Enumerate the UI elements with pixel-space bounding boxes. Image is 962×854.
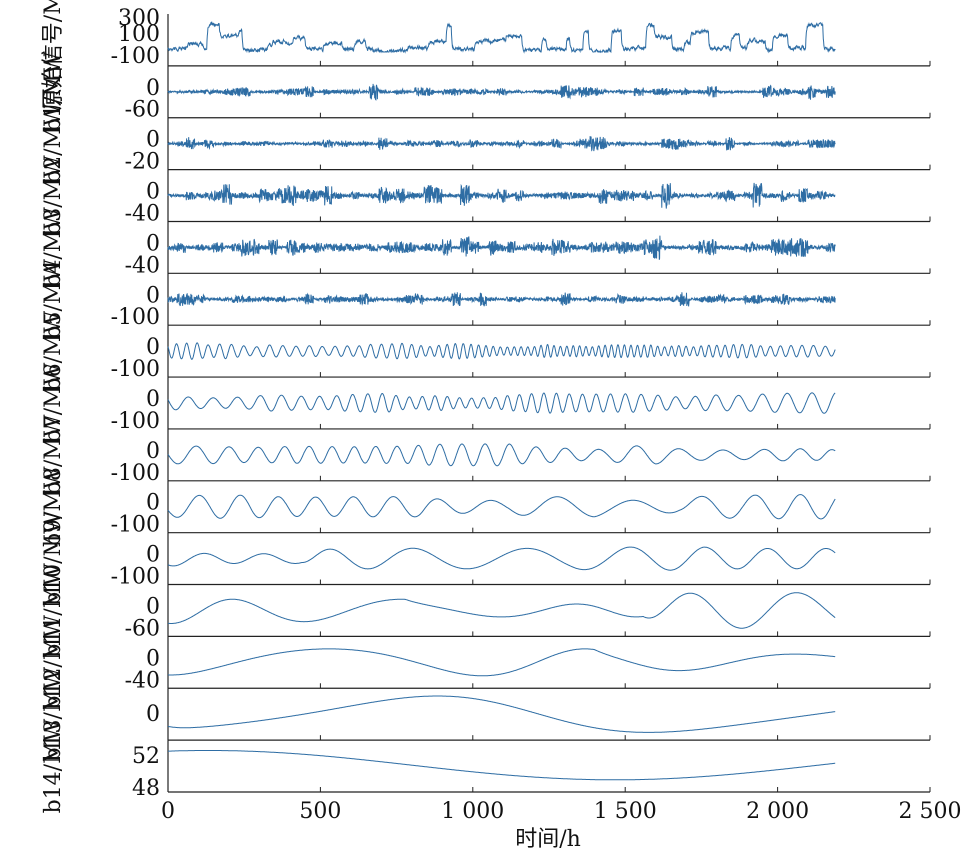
panel-b7: 0-100 b7/MW: [41, 362, 931, 443]
panel-b12-series-line: [168, 648, 836, 677]
panel-b5-ytick-label: 0: [146, 283, 160, 308]
panel-b1-ytick-label: -60: [125, 98, 160, 123]
panel-b13: 0 b13/MW: [41, 667, 931, 762]
panel-b6-ytick-label: 0: [146, 335, 160, 360]
panel-b14-series-line: [168, 750, 836, 781]
panel-b3-ytick-label: 0: [146, 180, 160, 205]
xtick-label: 1 000: [441, 799, 504, 824]
panel-b8-ylabel: b8/MW: [41, 414, 66, 495]
panel-b7-series-line: [167, 392, 836, 414]
panel-b5-ytick-label: -100: [111, 305, 160, 330]
panel-b13-series-line: [168, 695, 836, 733]
panel-b5: 0-100 b5/MW: [41, 259, 931, 340]
panel-b8: 0-100 b8/MW: [41, 414, 931, 495]
xtick-label: 500: [299, 799, 341, 824]
panel-b4-series-line: [167, 235, 836, 260]
panel-b10-ytick-label: 0: [146, 543, 160, 568]
panel-b7-ytick-label: 0: [146, 387, 160, 412]
panel-b10-ylabel: b10/MW: [41, 511, 66, 606]
panel-b12: 0-40 b12/MW: [41, 615, 931, 710]
panel-b5-series-line: [167, 292, 836, 307]
xtick-label: 2 500: [899, 799, 962, 824]
panel-original-series-line: [167, 21, 836, 54]
panel-b11-ytick-label: -60: [125, 616, 160, 641]
panel-b12-ylabel: b12/MW: [41, 615, 66, 710]
panel-b9-ylabel: b9/MW: [41, 466, 66, 547]
panel-b11-ytick-label: 0: [146, 594, 160, 619]
panel-b1: 0-60 b1/MW: [41, 51, 931, 132]
panel-b10-ytick-label: -100: [111, 565, 160, 590]
panel-b13-ytick-label: 0: [146, 702, 160, 727]
panel-b14: 52 48 b14/MW: [41, 718, 931, 813]
panel-b1-ylabel: b1/MW: [41, 51, 66, 132]
xtick-label: 0: [161, 799, 175, 824]
panel-b2-ytick-label: 0: [146, 128, 160, 153]
panel-b6-ytick-label: -100: [111, 357, 160, 382]
panel-b4-ytick-label: -40: [125, 253, 160, 278]
panel-b4-ytick-label: 0: [146, 231, 160, 256]
panel-b9-ytick-label: -100: [111, 513, 160, 538]
panel-b2-ytick-label: -20: [125, 150, 160, 175]
x-axis-label: 时间/h: [515, 827, 581, 852]
panel-original-ytick-label: 300: [118, 6, 160, 31]
panel-b2-ylabel: b2/MW: [41, 103, 66, 184]
panel-b12-ytick-label: 0: [146, 646, 160, 671]
xtick-label: 2 000: [746, 799, 809, 824]
panel-b7-ylabel: b7/MW: [41, 362, 66, 443]
panel-b6: 0-100 b6/MW: [41, 310, 931, 391]
panel-b1-series-line: [167, 83, 836, 101]
x-axis: 0 500 1 000 1 500 2 000 2 500: [161, 799, 961, 824]
panel-b9-ytick-label: 0: [146, 491, 160, 516]
xtick-label: 1 500: [594, 799, 657, 824]
panel-original-ytick-label: 100: [118, 22, 160, 47]
panel-b3-ylabel: b3/MW: [41, 155, 66, 236]
panel-b11-ylabel: b11/MW: [41, 563, 66, 658]
panel-b11: 0-60 b11/MW: [41, 563, 931, 658]
panel-b5-ylabel: b5/MW: [41, 259, 66, 340]
panel-original-ytick-label: -100: [111, 44, 160, 69]
panel-b1-ytick-label: 0: [146, 76, 160, 101]
panel-b2: 0-20 b2/MW: [41, 103, 931, 184]
panel-b14-ylabel: b14/MW: [41, 718, 66, 813]
panel-b3-ytick-label: -40: [125, 201, 160, 226]
panel-b2-series-line: [167, 136, 836, 152]
panel-b14-ytick-label: 52: [132, 744, 160, 769]
panel-b11-series-line: [168, 592, 836, 629]
panel-b3-series-line: [167, 182, 836, 209]
panel-b6-series-line: [167, 342, 836, 360]
panel-b8-series-line: [167, 443, 836, 467]
panel-b9: 0-100 b9/MW: [41, 466, 931, 547]
panel-b12-ytick-label: -40: [125, 668, 160, 693]
panel-b8-ytick-label: -100: [111, 461, 160, 486]
panel-b13-ylabel: b13/MW: [41, 667, 66, 762]
panel-b4-ylabel: b4/MW: [41, 207, 66, 288]
panel-b14-ytick-label: 48: [132, 776, 160, 801]
panel-b8-ytick-label: 0: [146, 439, 160, 464]
panel-b4: 0-40 b4/MW: [41, 207, 931, 288]
panel-original-ylabel: 原始信号/MW: [41, 0, 66, 110]
panel-b6-ylabel: b6/MW: [41, 310, 66, 391]
panel-b7-ytick-label: -100: [111, 409, 160, 434]
panel-b10-series-line: [167, 546, 836, 571]
panel-b9-series-line: [167, 494, 836, 520]
panel-b3: 0-40 b3/MW: [41, 155, 931, 236]
